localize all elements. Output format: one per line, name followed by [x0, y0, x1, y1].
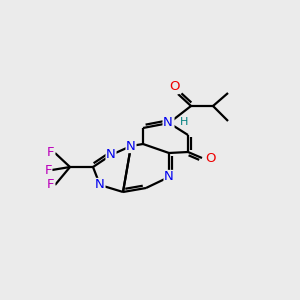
Text: N: N	[164, 170, 174, 184]
Text: N: N	[95, 178, 105, 191]
Text: F: F	[47, 146, 55, 160]
Text: N: N	[164, 116, 174, 130]
Text: N: N	[163, 116, 173, 128]
Text: F: F	[47, 178, 55, 191]
Text: O: O	[205, 152, 215, 164]
Text: O: O	[169, 80, 179, 94]
Text: N: N	[126, 140, 136, 152]
Text: H: H	[180, 117, 188, 127]
Text: F: F	[44, 164, 52, 176]
Text: N: N	[106, 148, 116, 161]
